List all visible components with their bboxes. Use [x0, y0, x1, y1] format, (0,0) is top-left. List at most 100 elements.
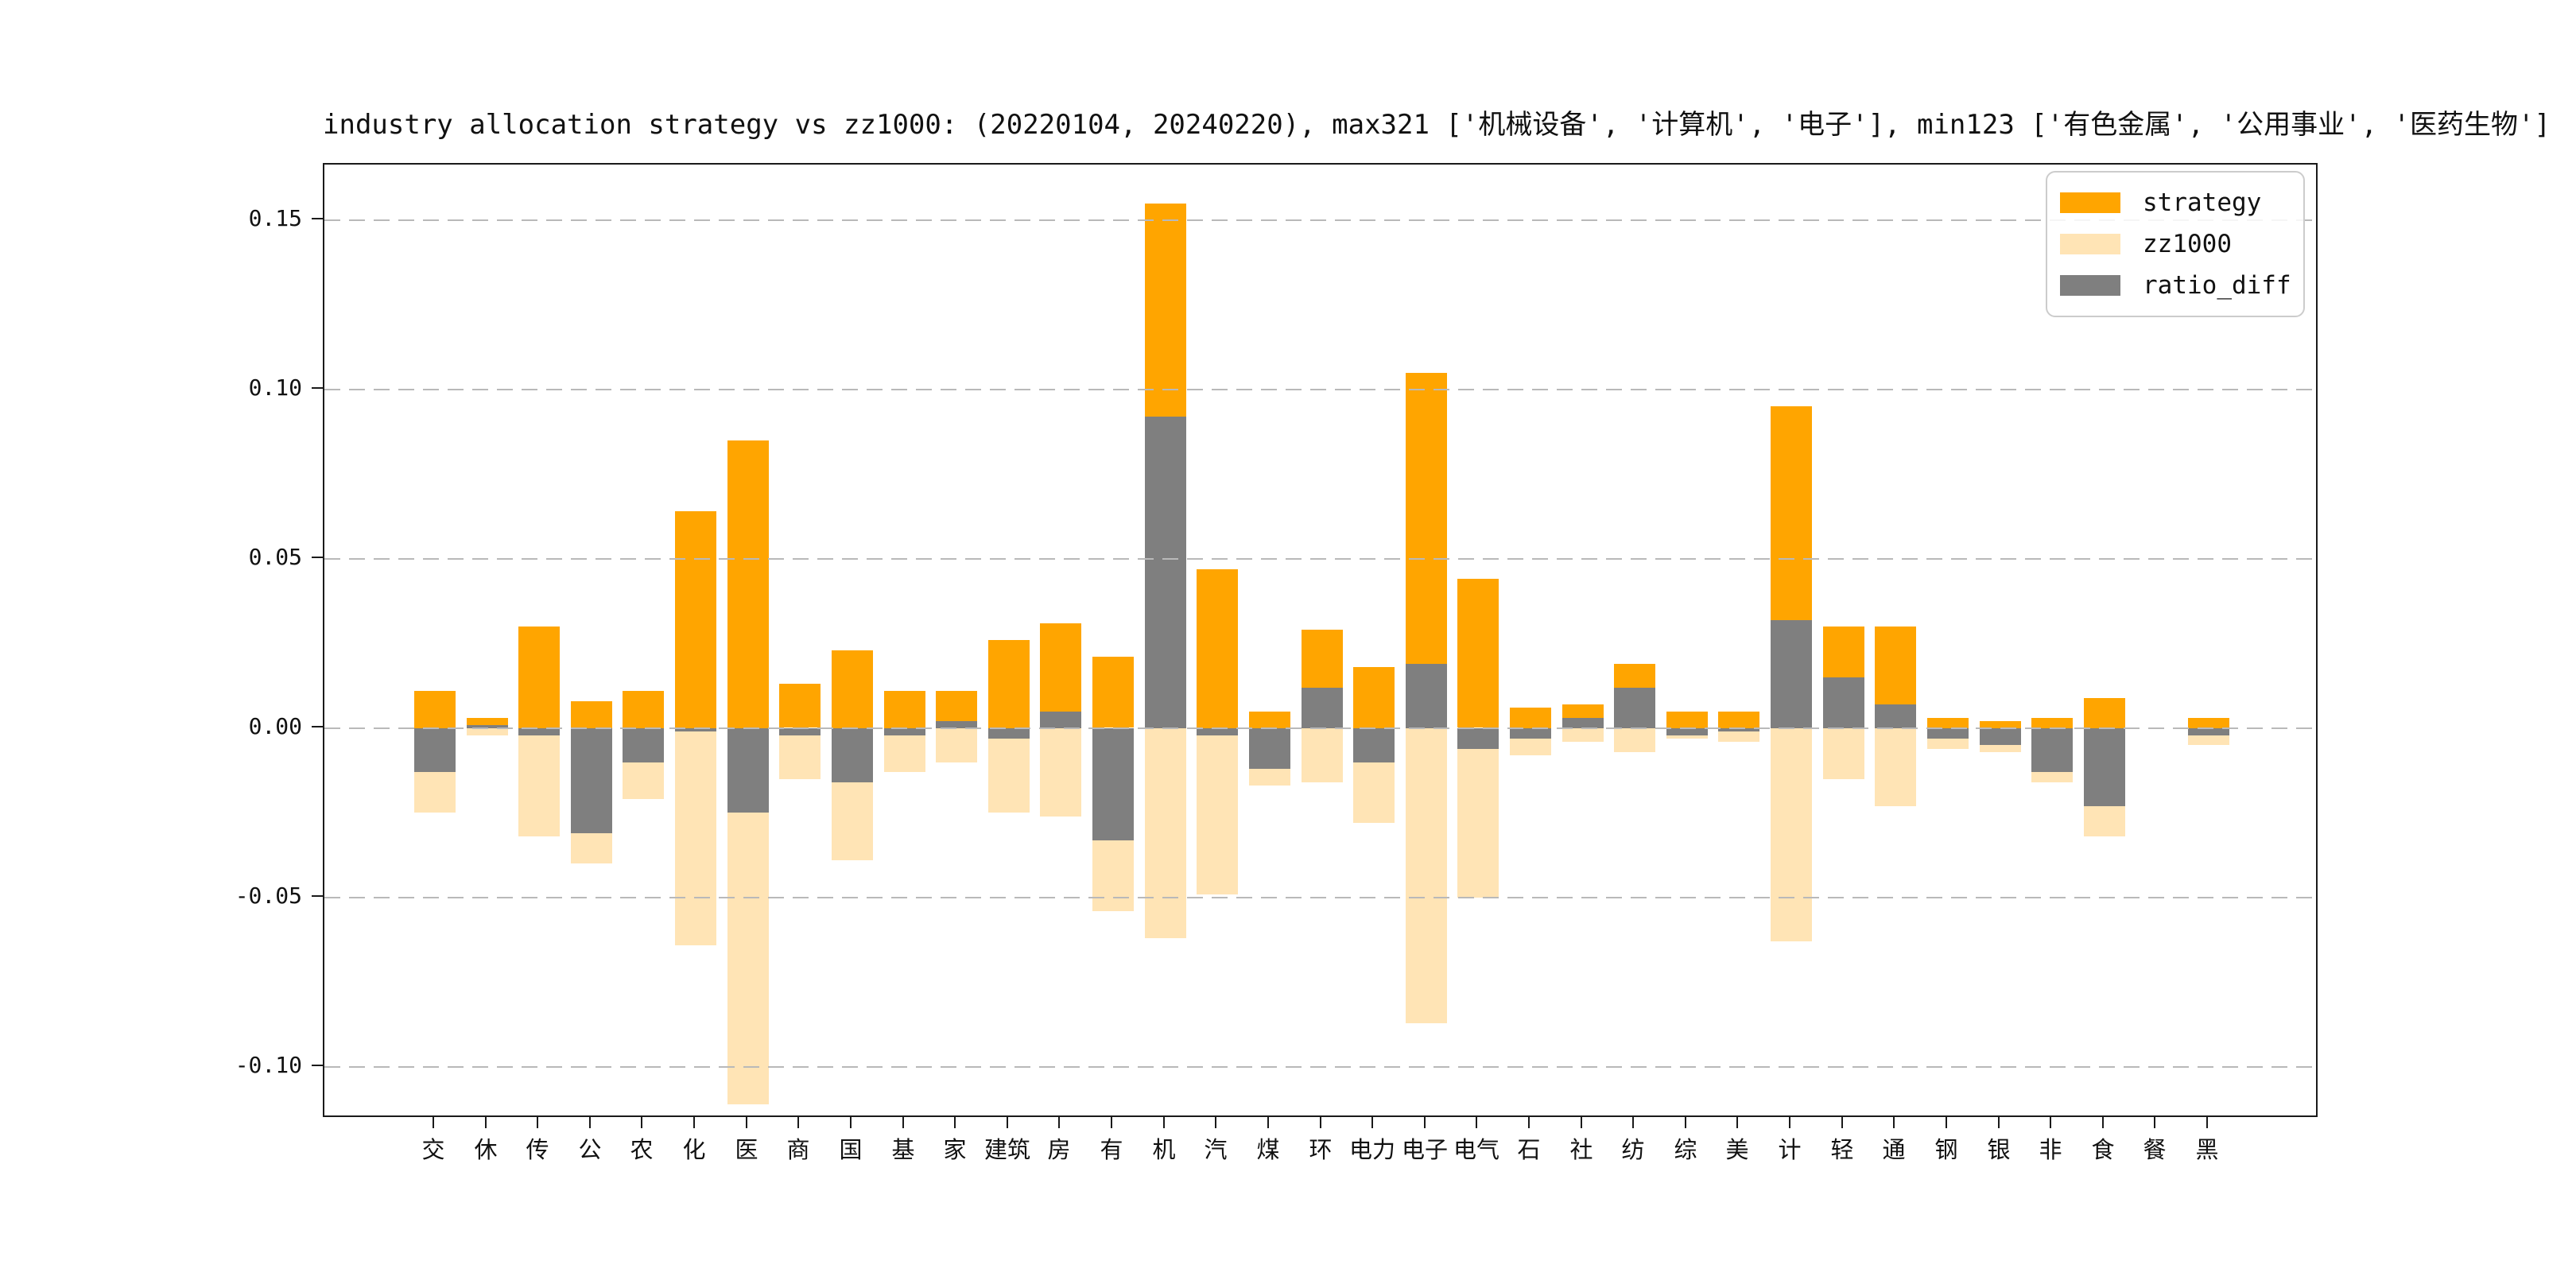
x-tick-mark	[850, 1117, 852, 1128]
x-tick-label: 农	[630, 1136, 654, 1163]
bar-ratio_diff	[1510, 728, 1551, 739]
x-tick-label: 医	[735, 1136, 758, 1163]
bar-ratio_diff	[1823, 677, 1864, 728]
x-tick-mark	[1476, 1117, 1477, 1128]
bar-zz1000	[988, 728, 1030, 813]
x-tick-label: 交	[421, 1136, 445, 1163]
bar-zz1000	[1562, 728, 1604, 742]
bar-ratio_diff	[1875, 704, 1916, 728]
bar-zz1000	[1457, 728, 1499, 898]
bar-ratio_diff	[1040, 712, 1081, 728]
bar-strategy	[1927, 718, 1969, 728]
bar-ratio_diff	[2084, 728, 2125, 806]
bar-ratio_diff	[571, 728, 612, 833]
x-tick-mark	[485, 1117, 487, 1128]
bar-ratio_diff	[467, 725, 508, 728]
x-tick-mark	[2154, 1117, 2155, 1128]
bar-strategy	[1249, 712, 1290, 728]
x-tick-mark	[1215, 1117, 1216, 1128]
bar-strategy	[884, 691, 925, 728]
x-tick-label: 餐	[2143, 1136, 2167, 1163]
gridline	[324, 1066, 2316, 1068]
x-tick-label: 煤	[1256, 1136, 1280, 1163]
bar-strategy	[1980, 721, 2021, 728]
bar-ratio_diff	[1249, 728, 1290, 769]
x-tick-mark	[1371, 1117, 1373, 1128]
bar-ratio_diff	[1718, 728, 1759, 731]
bar-zz1000	[1197, 728, 1238, 894]
x-tick-mark	[1424, 1117, 1426, 1128]
x-tick-label: 公	[578, 1136, 602, 1163]
chart-title: industry allocation strategy vs zz1000: …	[323, 109, 2551, 141]
bar-strategy	[988, 640, 1030, 728]
x-tick-mark	[2050, 1117, 2051, 1128]
bar-ratio_diff	[1666, 728, 1708, 735]
bar-ratio_diff	[1771, 620, 1812, 728]
x-tick-mark	[1007, 1117, 1008, 1128]
x-tick-mark	[2102, 1117, 2104, 1128]
x-tick-mark	[537, 1117, 538, 1128]
bar-ratio_diff	[832, 728, 873, 782]
bar-zz1000	[779, 728, 821, 779]
legend: strategy zz1000 ratio_diff	[2046, 171, 2305, 317]
y-tick-label: -0.05	[235, 883, 302, 909]
legend-swatch-zz1000-icon	[2060, 234, 2120, 254]
x-tick-label: 传	[526, 1136, 549, 1163]
bar-ratio_diff	[518, 728, 560, 735]
bar-zz1000	[1718, 728, 1759, 742]
x-tick-label: 国	[839, 1136, 863, 1163]
bar-ratio_diff	[1145, 417, 1186, 728]
x-tick-mark	[746, 1117, 747, 1128]
x-tick-label: 钢	[1934, 1136, 1958, 1163]
x-tick-label: 石	[1517, 1136, 1541, 1163]
x-tick-label: 电力	[1348, 1136, 1395, 1163]
x-tick-mark	[1267, 1117, 1269, 1128]
bar-zz1000	[518, 728, 560, 836]
y-tick-mark	[312, 387, 323, 389]
x-tick-label: 有	[1100, 1136, 1123, 1163]
y-tick-mark	[312, 1065, 323, 1066]
x-tick-mark	[902, 1117, 904, 1128]
bar-ratio_diff	[623, 728, 664, 762]
x-tick-mark	[1946, 1117, 1947, 1128]
y-tick-label: 0.10	[248, 374, 302, 401]
legend-swatch-ratio-diff-icon	[2060, 275, 2120, 296]
bar-strategy	[1197, 569, 1238, 728]
bar-zz1000	[1875, 728, 1916, 806]
bar-strategy	[1353, 667, 1395, 728]
x-tick-mark	[1841, 1117, 1843, 1128]
legend-item-ratio-diff: ratio_diff	[2060, 265, 2303, 306]
bar-ratio_diff	[2188, 728, 2229, 735]
y-tick-label: -0.10	[235, 1052, 302, 1078]
bar-strategy	[832, 650, 873, 728]
x-tick-label: 机	[1152, 1136, 1176, 1163]
bar-ratio_diff	[779, 728, 821, 735]
x-tick-label: 基	[891, 1136, 915, 1163]
x-tick-mark	[1528, 1117, 1530, 1128]
y-tick-mark	[312, 218, 323, 219]
x-tick-mark	[1736, 1117, 1738, 1128]
bar-strategy	[1457, 579, 1499, 727]
x-tick-mark	[589, 1117, 591, 1128]
x-tick-mark	[1320, 1117, 1321, 1128]
bar-strategy	[571, 701, 612, 728]
x-tick-label: 电子	[1401, 1136, 1448, 1163]
bar-ratio_diff	[1562, 718, 1604, 728]
bar-ratio_diff	[1197, 728, 1238, 735]
bar-ratio_diff	[1302, 688, 1343, 728]
x-tick-label: 黑	[2195, 1136, 2219, 1163]
x-tick-mark	[1581, 1117, 1582, 1128]
bar-zz1000	[936, 728, 977, 762]
y-tick-label: 0.05	[248, 544, 302, 570]
bar-strategy	[518, 627, 560, 728]
bar-ratio_diff	[1353, 728, 1395, 762]
y-tick-mark	[312, 895, 323, 897]
bar-strategy	[1510, 708, 1551, 728]
bar-zz1000	[1823, 728, 1864, 779]
x-tick-label: 家	[943, 1136, 967, 1163]
bar-strategy	[2084, 698, 2125, 728]
x-tick-mark	[1893, 1117, 1895, 1128]
bar-ratio_diff	[1406, 664, 1447, 728]
x-tick-label: 美	[1725, 1136, 1749, 1163]
